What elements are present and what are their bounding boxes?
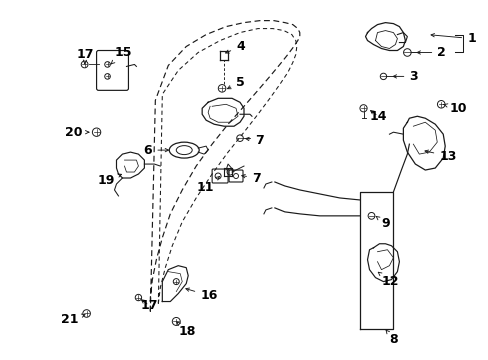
Text: 10: 10 xyxy=(443,102,466,115)
Text: 17: 17 xyxy=(77,48,94,64)
Text: 4: 4 xyxy=(225,40,244,53)
Text: 21: 21 xyxy=(61,313,85,326)
Text: 8: 8 xyxy=(386,330,397,346)
Text: 17: 17 xyxy=(140,299,158,312)
Text: 7: 7 xyxy=(245,134,263,147)
Text: 1: 1 xyxy=(430,32,475,45)
Text: 11: 11 xyxy=(196,177,219,194)
Text: 3: 3 xyxy=(392,70,417,83)
Text: 18: 18 xyxy=(177,322,195,338)
Text: 13: 13 xyxy=(424,150,456,163)
Text: 6: 6 xyxy=(143,144,168,157)
Text: 12: 12 xyxy=(377,272,398,288)
Text: 9: 9 xyxy=(375,216,389,230)
Text: 14: 14 xyxy=(369,110,386,123)
Text: 2: 2 xyxy=(416,46,445,59)
Text: 15: 15 xyxy=(111,46,132,64)
Text: 19: 19 xyxy=(97,174,122,186)
Text: 20: 20 xyxy=(65,126,89,139)
Text: 5: 5 xyxy=(227,76,244,89)
Text: 16: 16 xyxy=(185,288,217,302)
Text: 7: 7 xyxy=(241,171,260,185)
